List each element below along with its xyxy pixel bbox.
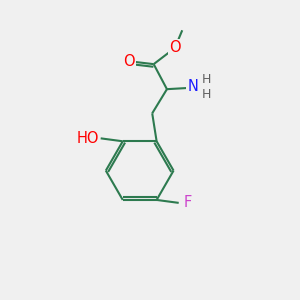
Text: O: O [169, 40, 181, 56]
Text: F: F [183, 195, 191, 210]
Text: O: O [123, 54, 134, 69]
Text: HO: HO [77, 131, 99, 146]
Text: H: H [201, 73, 211, 86]
Text: N: N [188, 79, 198, 94]
Text: H: H [201, 88, 211, 101]
